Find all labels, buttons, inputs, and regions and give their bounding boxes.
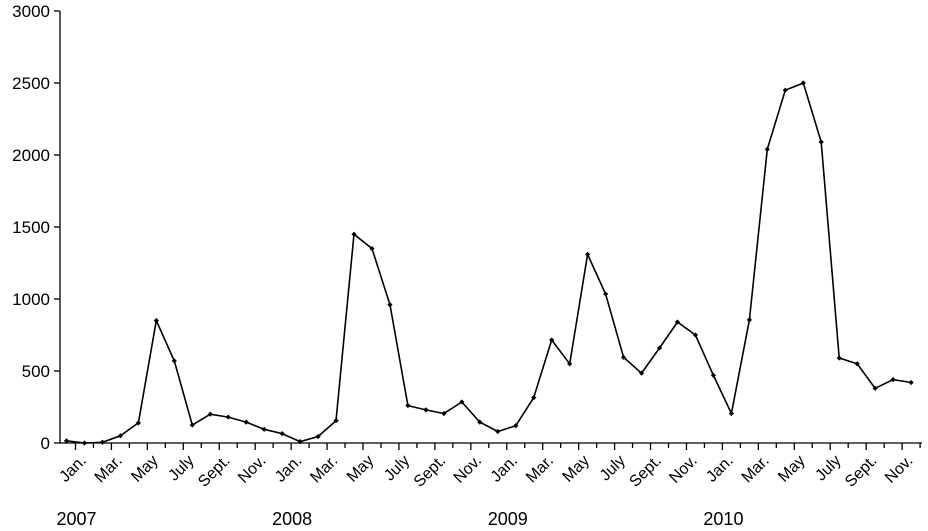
x-tick-label: Jan. [56,452,89,485]
x-tick-label: Nov. [451,452,485,486]
data-point [872,385,878,391]
data-point [656,345,663,351]
series-group [63,80,914,446]
data-point [261,426,267,432]
data-point [369,246,375,252]
data-point [746,317,752,323]
data-point [836,355,842,361]
data-point [800,80,806,86]
data-point [333,418,339,424]
data-point [549,337,555,343]
x-tick-label: Nov. [666,452,700,486]
x-tick-label: May [344,452,377,485]
y-tick-label: 500 [22,362,50,381]
x-tick-label: Nov. [235,452,269,486]
data-point [692,332,699,338]
data-point [567,361,573,367]
x-tick-label: Mar. [523,452,557,486]
data-point [710,372,717,378]
y-tick-label: 1000 [12,290,50,309]
data-point [315,433,321,440]
data-point [153,318,159,324]
data-point [728,410,734,417]
y-tick-label: 3000 [12,2,50,21]
data-point [99,439,106,445]
x-tick-label: Sept. [842,452,880,490]
x-tick-label: Jan. [488,452,521,485]
data-point [279,431,285,437]
data-point [63,438,70,444]
data-point [531,395,537,401]
data-point [81,440,88,446]
y-tick-label: 0 [41,434,50,453]
year-label: 2008 [272,509,312,529]
x-tick-label: May [560,452,593,485]
data-point [674,319,681,325]
x-tick-label: Mar. [307,452,341,486]
data-point [513,423,519,429]
data-point [225,414,231,420]
data-point [854,361,860,367]
data-point [477,419,483,425]
y-axis: 0 500 1000 1500 2000 2500 3000 [12,2,61,453]
data-point [171,358,177,364]
y-tick-label: 2500 [12,74,50,93]
data-point [297,438,303,445]
x-tick-label: Nov. [882,452,916,486]
year-label: 2009 [488,509,528,529]
data-point [405,402,411,409]
data-point [459,399,465,405]
data-point [638,370,645,376]
x-tick-label: Mar. [739,452,773,486]
y-tick-label: 2000 [12,146,50,165]
data-point [135,420,141,426]
y-tick-label: 1500 [12,218,50,237]
data-point [495,428,501,435]
x-tick-label: May [128,452,161,485]
data-point [782,87,788,93]
x-tick-label: July [597,452,629,484]
x-tick-label: July [381,452,413,484]
data-point [117,433,124,439]
data-point [764,146,770,152]
data-point [890,377,896,383]
x-tick-label: July [812,452,844,484]
data-point [351,231,357,237]
x-tick-label: Jan. [703,452,736,485]
data-point [423,407,429,413]
data-point [603,291,609,297]
x-tick-label: Sept. [195,452,233,490]
data-point [207,411,213,417]
x-tick-label: Mar. [92,452,126,486]
data-point [818,139,824,145]
data-point [189,422,195,428]
series-line [66,81,912,444]
x-tick-label: May [775,452,808,485]
data-point [243,419,249,425]
year-label: 2010 [703,509,743,529]
data-point [441,410,447,417]
x-tick-label: July [165,452,197,484]
x-tick-label: Jan. [272,452,305,485]
data-point [585,251,591,257]
x-tick-label: Sept. [411,452,449,490]
data-point [620,354,627,360]
year-label: 2007 [57,509,97,529]
x-tick-label: Sept. [626,452,664,490]
data-point [387,302,393,308]
data-point [908,379,914,386]
